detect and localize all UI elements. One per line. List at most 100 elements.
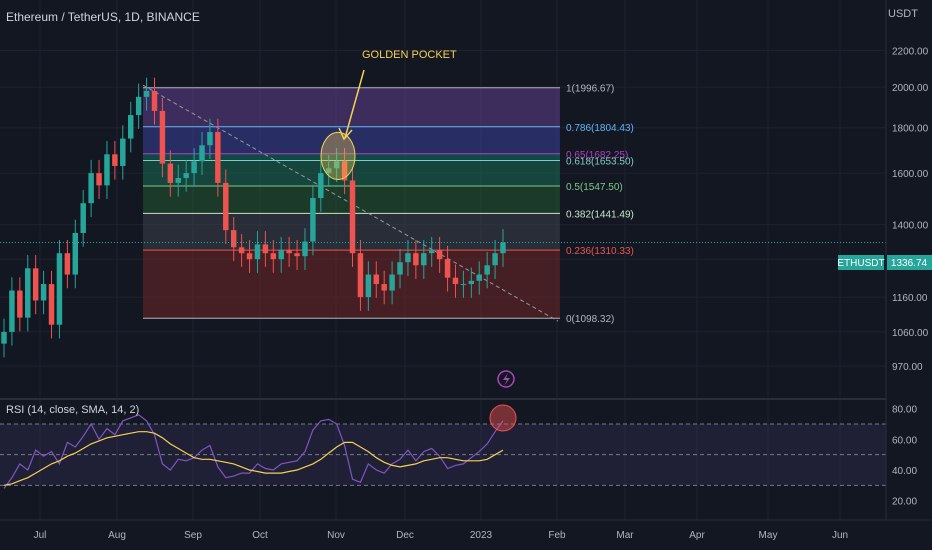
time-tick-label: Sep	[184, 530, 202, 541]
last-price-tag	[887, 255, 932, 270]
candle-body	[389, 274, 395, 291]
symbol-header[interactable]: Ethereum / TetherUS, 1D, BINANCE	[6, 10, 200, 24]
candle-body	[64, 253, 71, 275]
time-tick-label: 2023	[470, 530, 493, 541]
time-tick-label: Dec	[396, 530, 414, 541]
price-tick-label: 2000.00	[892, 83, 929, 94]
time-tick-label: Aug	[108, 530, 126, 541]
candle-body	[294, 253, 300, 257]
alert-icon[interactable]	[497, 370, 515, 388]
candle-body	[32, 268, 39, 301]
time-axis[interactable]: Jul Aug Sep Oct Nov Dec 2023 Feb Mar Apr May Jun	[34, 530, 848, 541]
rsi-highlight-circle[interactable]	[489, 404, 517, 432]
fib-zone	[143, 87, 560, 127]
rsi-pane	[0, 414, 886, 489]
bolt-icon	[503, 373, 510, 386]
candle-body	[223, 182, 229, 231]
rsi-legend[interactable]: RSI (14, close, SMA, 14, 2)	[6, 404, 140, 416]
candle-body	[318, 173, 324, 199]
candle-body	[357, 253, 364, 298]
candle-body	[397, 262, 403, 275]
candle-body	[484, 265, 490, 275]
time-tick-label: Mar	[616, 530, 634, 541]
rsi-tick-label: 40.00	[892, 466, 917, 477]
candle-body	[207, 132, 213, 146]
candle-body	[40, 284, 47, 301]
last-price-text: 1336.74	[891, 258, 928, 269]
candle-body	[48, 284, 55, 325]
candle-body	[500, 242, 506, 254]
candle-body	[349, 180, 356, 254]
candle-body	[254, 244, 261, 260]
candle-body	[302, 241, 308, 257]
price-tick-label: 1600.00	[892, 169, 929, 180]
price-tick-label: 1400.00	[892, 221, 929, 232]
candle-body	[143, 90, 150, 97]
candle-body	[88, 173, 94, 204]
candle-body	[96, 173, 102, 186]
candle-body	[191, 161, 197, 174]
candle-body	[120, 138, 126, 166]
time-tick-label: Feb	[548, 530, 566, 541]
candle-body	[199, 145, 205, 162]
candle-body	[238, 247, 245, 254]
rsi-axis[interactable]: 80.00 60.00 40.00 20.00	[892, 405, 917, 508]
rsi-line	[3, 414, 504, 489]
candle-body	[183, 173, 189, 178]
symbol-tag-text: ETHUSDT	[837, 258, 884, 269]
candle-body	[104, 154, 110, 186]
candle-body	[112, 154, 118, 166]
golden-pocket-circle[interactable]	[320, 131, 356, 181]
rsi-tick-label: 80.00	[892, 405, 917, 416]
fib-zone	[143, 153, 560, 161]
price-tick-label: 1800.00	[892, 124, 929, 135]
candle-body	[436, 250, 443, 260]
candle-body	[25, 268, 31, 318]
candle-body	[278, 250, 284, 260]
fib-zone	[143, 250, 560, 319]
candle-body	[428, 250, 435, 254]
rsi-sma-line	[3, 431, 504, 486]
candle-body	[9, 290, 15, 332]
candle-body	[270, 253, 277, 260]
candle-body	[135, 96, 142, 116]
time-tick-label: Jul	[34, 530, 47, 541]
candle-body	[159, 110, 166, 164]
candle-body	[476, 274, 482, 281]
price-tick-label: 1160.00	[892, 293, 928, 304]
golden-pocket-label[interactable]: GOLDEN POCKET	[362, 49, 457, 61]
candle-body	[56, 253, 63, 325]
candle-body	[492, 253, 498, 266]
candle-body	[151, 90, 158, 111]
candles	[1, 77, 506, 358]
fib-level-label: 0.236(1310.33)	[566, 246, 634, 257]
rsi-tick-label: 20.00	[892, 497, 917, 508]
candle-body	[175, 177, 181, 183]
candle-body	[444, 259, 451, 278]
candle-body	[262, 244, 269, 254]
candle-body	[421, 253, 427, 266]
time-tick-label: Jun	[832, 530, 848, 541]
candle-body	[373, 274, 379, 285]
price-tick-label: 2200.00	[892, 46, 929, 57]
candle-body	[460, 284, 467, 286]
candle-body	[468, 280, 475, 285]
rsi-tick-label: 60.00	[892, 435, 917, 446]
candle-body	[326, 168, 332, 174]
symbol-tag	[838, 255, 884, 270]
candle-body	[128, 115, 134, 139]
candle-body	[17, 290, 23, 318]
candle-body	[80, 203, 86, 233]
price-tick-label: 970.00	[892, 362, 923, 373]
time-tick-label: May	[759, 530, 778, 541]
fib-level-label: 0.786(1804.43)	[566, 123, 634, 134]
fib-level-label: 0.382(1441.49)	[566, 209, 634, 220]
fib-level-label: 0.65(1682.25)	[566, 150, 628, 161]
time-tick-label: Oct	[252, 530, 268, 541]
candle-body	[215, 132, 221, 183]
candle-body	[333, 161, 340, 169]
golden-pocket-arrow[interactable]	[338, 69, 365, 141]
candle-body	[1, 331, 7, 344]
candle-body	[341, 161, 348, 181]
